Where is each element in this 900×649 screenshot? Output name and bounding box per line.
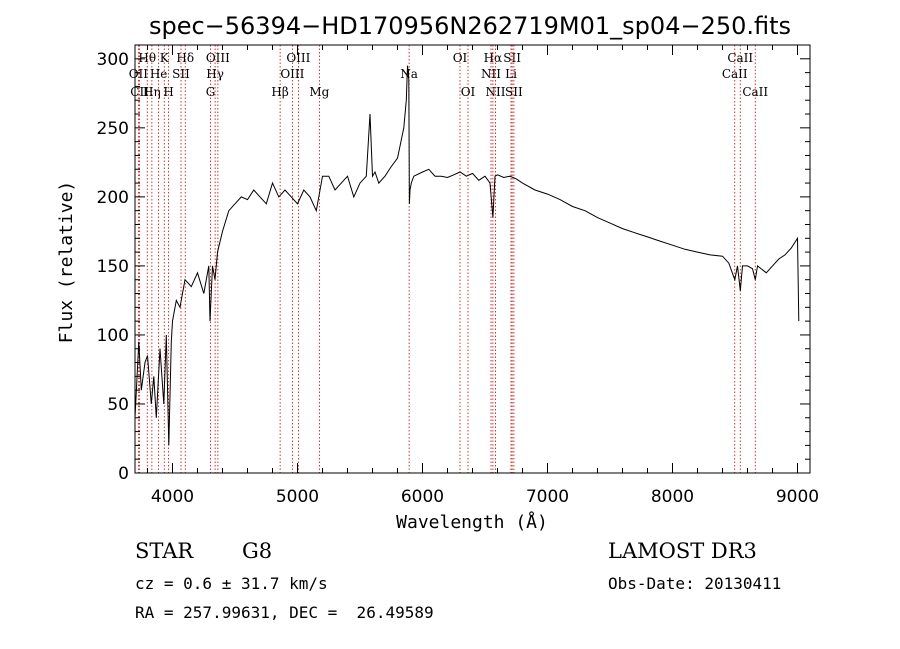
x-tick-label: 6000 — [401, 487, 444, 507]
y-tick-label: 100 — [97, 326, 129, 346]
plot-frame — [134, 44, 811, 474]
spectral-line-label: OI — [453, 51, 468, 65]
y-tick-label: 200 — [97, 188, 129, 208]
x-tick-label: 7000 — [526, 487, 569, 507]
spectral-line-label: Mg — [309, 85, 329, 99]
spectral-line-label: Hγ — [206, 67, 224, 81]
spectral-line-label: K — [160, 51, 170, 65]
spectral-line-label: OIII — [280, 67, 304, 81]
spectral-line-label: OII — [129, 67, 149, 81]
spectral-line-label: OIII — [206, 51, 230, 65]
spectral-line-label: Hη — [143, 85, 161, 99]
object-subclass: G8 — [242, 539, 273, 563]
spectral-line-label: Hθ — [138, 51, 156, 65]
spectral-line-label: NII — [481, 67, 501, 81]
y-tick-label: 50 — [107, 395, 129, 415]
spectral-line-label: G — [206, 85, 216, 99]
spectral-line-label: H — [163, 85, 173, 99]
spectral-line-label: Hα — [484, 51, 503, 65]
y-tick-label: 300 — [97, 50, 129, 70]
x-tick-label: 5000 — [276, 487, 319, 507]
spectral-line-label: OI — [461, 85, 476, 99]
spectral-line-label: He — [150, 67, 168, 81]
spectral-line-label: Hδ — [176, 51, 194, 65]
spectral-line-label: Li — [505, 67, 517, 81]
object-class: STAR — [135, 539, 194, 563]
spectral-line-label: SII — [172, 67, 190, 81]
spectral-line-label: SII — [503, 51, 521, 65]
spectral-line-label: Na — [400, 67, 418, 81]
spectrum-series — [134, 65, 800, 446]
spectral-line-label: Hβ — [271, 85, 288, 99]
spectral-line-label: NII — [486, 85, 506, 99]
spectral-line-label: SII — [505, 85, 523, 99]
spectral-line-label: CaII — [727, 51, 753, 65]
y-axis-label: Flux (relative) — [56, 181, 77, 344]
y-tick-label: 150 — [97, 257, 129, 277]
survey-name: LAMOST DR3 — [608, 539, 757, 563]
spectrum-line — [134, 65, 800, 446]
x-tick-label: 9000 — [776, 487, 819, 507]
axis-ticks: 4000 5000 6000 7000 8000 9000 0 50 100 150 200 250 3… — [97, 45, 819, 507]
x-tick-label: 4000 — [151, 487, 194, 507]
x-tick-label: 8000 — [651, 487, 694, 507]
coordinates: RA = 257.99631, DEC = 26.49589 — [135, 603, 434, 622]
spectral-line-label: OIII — [286, 51, 310, 65]
spectral-line-label: CaII — [742, 85, 768, 99]
spectral-line-label: CaII — [722, 67, 748, 81]
y-tick-label: 0 — [118, 464, 129, 484]
x-axis-label: Wavelength (Å) — [396, 511, 548, 533]
observation-date: Obs-Date: 20130411 — [608, 574, 782, 593]
chart-title: spec−56394−HD170956N262719M01_sp04−250.f… — [149, 12, 791, 40]
redshift-velocity: cz = 0.6 ± 31.7 km/s — [135, 574, 328, 593]
y-tick-label: 250 — [97, 119, 129, 139]
